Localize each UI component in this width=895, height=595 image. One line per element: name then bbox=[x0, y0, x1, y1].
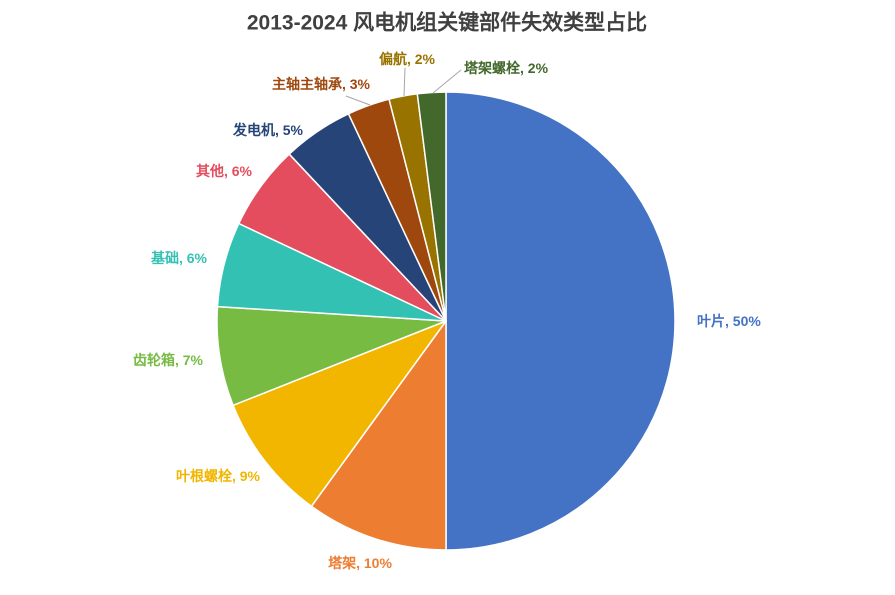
data-label-6: 其他, 6% bbox=[196, 163, 253, 179]
pie-slice-2 bbox=[310, 320, 447, 551]
data-label-category: 其他 bbox=[196, 163, 224, 179]
data-label-value: , 5% bbox=[275, 122, 304, 138]
data-label-value: , 7% bbox=[175, 352, 204, 368]
data-label-category: 塔架螺栓 bbox=[464, 60, 520, 76]
data-label-5: 基础, 6% bbox=[151, 250, 208, 266]
pie-slice-1 bbox=[445, 91, 676, 551]
data-label-category: 叶片 bbox=[697, 313, 725, 329]
leader-line-10 bbox=[432, 69, 462, 94]
leader-line-9 bbox=[403, 67, 406, 97]
data-label-value: , 10% bbox=[356, 555, 392, 571]
pie-slice-3 bbox=[232, 320, 447, 508]
chart-title: 2013-2024 风电机组关键部件失效类型占比 bbox=[247, 11, 647, 35]
data-label-category: 基础 bbox=[151, 250, 179, 266]
data-label-value: , 6% bbox=[224, 163, 253, 179]
data-label-4: 齿轮箱, 7% bbox=[133, 352, 204, 368]
data-label-category: 塔架 bbox=[328, 555, 356, 571]
data-label-7: 发电机, 5% bbox=[232, 122, 304, 138]
data-label-9: 偏航, 2% bbox=[379, 51, 436, 67]
data-label-value: , 2% bbox=[520, 60, 549, 76]
data-label-2: 塔架, 10% bbox=[328, 555, 392, 571]
data-label-value: , 3% bbox=[342, 76, 371, 92]
data-label-value: , 2% bbox=[407, 51, 436, 67]
data-label-8: 主轴主轴承, 3% bbox=[272, 76, 371, 92]
data-label-3: 叶根螺栓, 9% bbox=[176, 468, 261, 484]
data-label-1: 叶片, 50% bbox=[697, 313, 761, 329]
data-label-value: , 50% bbox=[725, 313, 761, 329]
data-label-category: 齿轮箱 bbox=[133, 352, 175, 368]
data-labels: 叶片, 50%塔架, 10%叶根螺栓, 9%齿轮箱, 7%基础, 6%其他, 6… bbox=[133, 51, 761, 571]
data-label-value: , 6% bbox=[179, 250, 208, 266]
pie-slice-10 bbox=[416, 91, 447, 322]
leader-lines bbox=[345, 67, 462, 106]
leader-line-8 bbox=[345, 95, 371, 106]
data-label-10: 塔架螺栓, 2% bbox=[464, 60, 549, 76]
data-label-category: 偏航 bbox=[379, 51, 407, 67]
data-label-category: 发电机 bbox=[232, 122, 275, 138]
data-label-category: 主轴主轴承 bbox=[272, 76, 342, 92]
data-label-value: , 9% bbox=[232, 468, 261, 484]
pie-slices bbox=[216, 91, 676, 551]
data-label-category: 叶根螺栓 bbox=[176, 468, 232, 484]
